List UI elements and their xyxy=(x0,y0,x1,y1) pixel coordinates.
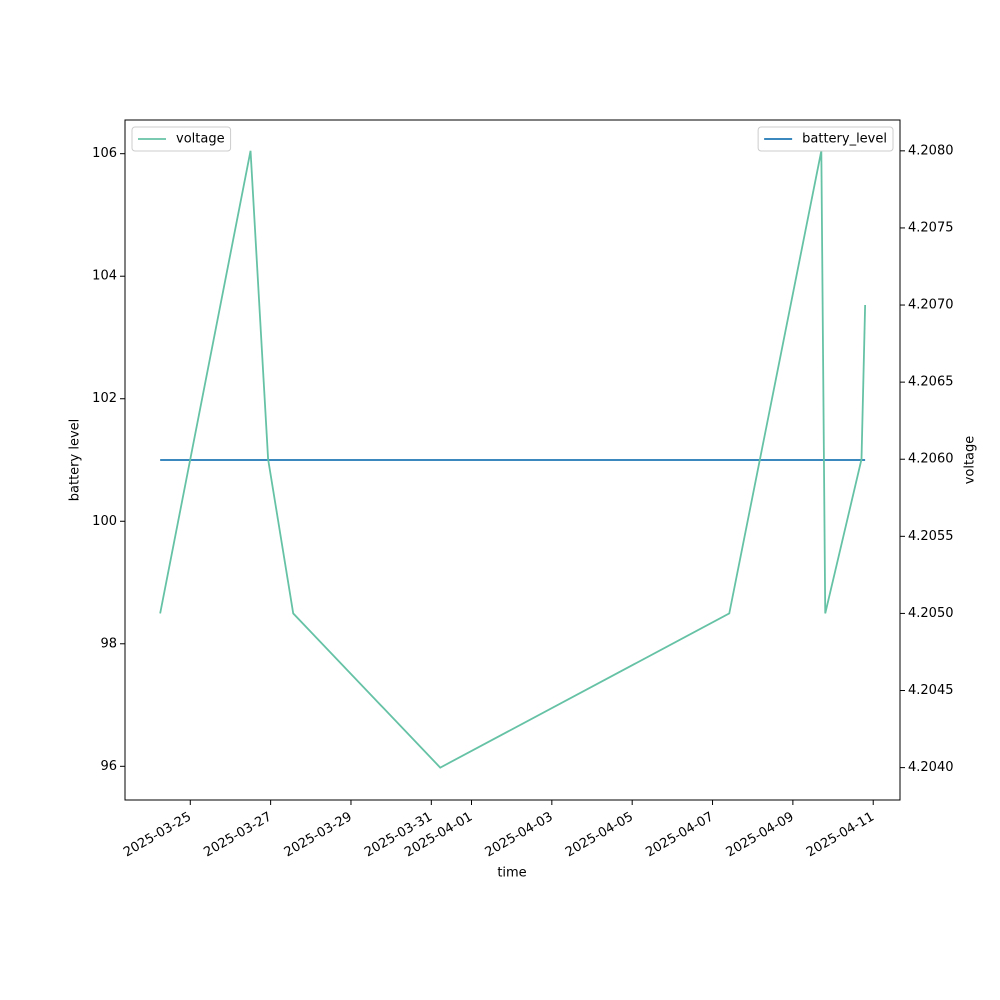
legend-box xyxy=(757,126,894,152)
y2-tick-label: 4.2040 xyxy=(908,760,954,775)
legend: voltage xyxy=(131,126,232,152)
legend-label: battery_level xyxy=(802,132,887,147)
y-tick-label: 96 xyxy=(100,759,117,774)
legend-box xyxy=(131,126,232,152)
y-tick-label: 102 xyxy=(92,391,117,406)
y-tick-label: 98 xyxy=(100,636,117,651)
y2-tick-label: 4.2075 xyxy=(908,220,954,235)
x-tick-label: 2025-04-03 xyxy=(483,810,556,861)
x-tick-label: 2025-04-09 xyxy=(724,810,797,861)
y2-tick-label: 4.2045 xyxy=(908,683,954,698)
x-tick-label: 2025-04-11 xyxy=(804,810,877,861)
x-tick-label: 2025-03-29 xyxy=(282,810,355,861)
x-tick-label: 2025-03-25 xyxy=(121,810,194,861)
x-tick-label: 2025-04-07 xyxy=(643,810,716,861)
y2-tick-label: 4.2080 xyxy=(908,143,954,158)
y2-tick-label: 4.2070 xyxy=(908,298,954,313)
x-tick-label: 2025-03-27 xyxy=(201,810,274,861)
legend-label: voltage xyxy=(176,132,225,147)
y-tick-label: 106 xyxy=(92,146,117,161)
x-axis-label: time xyxy=(497,866,526,881)
plot-frame xyxy=(124,119,901,801)
y2-tick-label: 4.2055 xyxy=(908,529,954,544)
line-series xyxy=(159,150,867,769)
y2-tick-label: 4.2050 xyxy=(908,606,954,621)
y2-tick-label: 4.2065 xyxy=(908,375,954,390)
y-tick-label: 100 xyxy=(92,514,117,529)
legend: battery_level xyxy=(757,126,894,152)
x-tick-label: 2025-04-05 xyxy=(563,810,636,861)
y-axis-label: battery level xyxy=(68,419,83,502)
y-tick-label: 104 xyxy=(92,269,117,284)
y2-axis-label: voltage xyxy=(963,436,978,485)
y2-tick-label: 4.2060 xyxy=(908,452,954,467)
